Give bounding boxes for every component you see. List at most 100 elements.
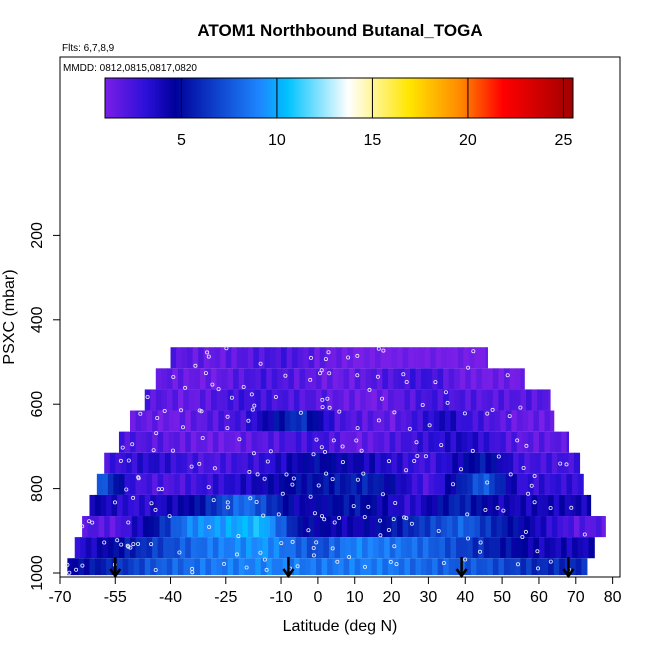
heatmap-cell: [540, 452, 547, 474]
heatmap-cell: [247, 516, 255, 538]
heatmap-cell: [433, 473, 441, 495]
heatmap-cell: [297, 452, 304, 474]
heatmap-cell: [522, 537, 529, 559]
heatmap-cell: [443, 494, 450, 517]
heatmap-cell: [323, 473, 330, 495]
sample-point: [126, 458, 131, 463]
heatmap-cell: [95, 558, 102, 576]
heatmap-cell: [496, 516, 503, 538]
heatmap-cell: [305, 368, 312, 390]
heatmap-cell: [533, 410, 540, 432]
heatmap-cell: [207, 410, 214, 432]
heatmap-cell: [564, 494, 571, 517]
heatmap-cell: [198, 452, 205, 474]
heatmap-cell: [216, 558, 223, 576]
sample-point: [346, 355, 351, 360]
heatmap-cell: [227, 558, 234, 576]
sample-point: [225, 414, 230, 419]
heatmap-cell: [111, 494, 118, 517]
heatmap-cell: [551, 516, 558, 538]
heatmap-cell: [476, 368, 483, 390]
heatmap-cell: [229, 410, 236, 432]
heatmap-cell: [516, 410, 523, 432]
heatmap-cell: [542, 494, 549, 517]
sample-point: [462, 411, 467, 416]
sample-point: [90, 520, 95, 525]
heatmap-cell: [238, 389, 245, 411]
sample-point: [130, 442, 135, 447]
sample-point: [548, 559, 553, 564]
heatmap-cell: [352, 516, 360, 538]
sample-point: [311, 553, 316, 558]
heatmap-cell: [494, 410, 501, 432]
heatmap-cell: [310, 558, 317, 576]
heatmap-cell: [258, 516, 266, 538]
heatmap-cell: [340, 537, 347, 559]
sample-point: [180, 425, 185, 430]
heatmap-cell: [316, 368, 323, 390]
sample-point: [319, 368, 324, 373]
heatmap-cell: [380, 516, 387, 538]
heatmap-cell: [527, 410, 535, 432]
heatmap-cell: [153, 452, 161, 474]
heatmap-cell: [266, 494, 273, 517]
heatmap-cell: [386, 452, 393, 474]
sample-point: [319, 514, 324, 519]
heatmap-cell: [268, 410, 275, 432]
heatmap-cell: [314, 452, 321, 474]
heatmap-cell: [550, 410, 555, 432]
sample-point: [320, 405, 325, 410]
heatmap-cell: [200, 494, 207, 517]
sample-point: [477, 549, 482, 554]
heatmap-cell: [522, 410, 529, 432]
heatmap-cell: [332, 494, 339, 517]
heatmap-cell: [424, 452, 431, 474]
heatmap-cell: [358, 452, 365, 474]
heatmap-cell: [445, 537, 452, 559]
heatmap-cell: [80, 537, 87, 559]
heatmap-cell: [424, 347, 431, 369]
heatmap-cell: [181, 452, 188, 474]
heatmap-cell: [393, 494, 400, 517]
heatmap-cell: [459, 494, 466, 517]
heatmap-cell: [461, 410, 468, 432]
sample-point: [375, 374, 380, 379]
sample-point: [355, 373, 360, 378]
sample-point: [327, 405, 332, 410]
heatmap-cell: [203, 347, 210, 369]
heatmap-cell: [422, 473, 430, 495]
heatmap-cell: [198, 347, 205, 369]
heatmap-cell: [354, 558, 361, 576]
colorbar: 5 10 15 20 25: [104, 77, 574, 149]
heatmap-cell: [231, 347, 238, 369]
sample-point: [535, 549, 540, 554]
heatmap-cell: [179, 537, 186, 559]
heatmap-cell: [391, 516, 398, 538]
flight-marker-head: [109, 568, 122, 579]
heatmap-cell: [465, 494, 472, 517]
sample-point: [564, 462, 569, 467]
sample-point: [80, 563, 85, 568]
sample-point: [340, 444, 345, 449]
heatmap-cell: [270, 452, 277, 474]
heatmap-cell: [249, 558, 256, 576]
heatmap-cell: [430, 516, 437, 538]
heatmap-cell: [137, 516, 144, 538]
heatmap-cell: [229, 473, 236, 495]
heatmap-cell: [454, 558, 461, 576]
sample-point: [319, 445, 324, 450]
heatmap-cell: [152, 410, 159, 432]
heatmap-cell: [258, 347, 266, 369]
sample-point: [193, 363, 198, 368]
sample-point: [290, 539, 295, 544]
heatmap-cell: [341, 347, 348, 369]
heatmap-cell: [216, 389, 223, 411]
sample-point: [347, 555, 352, 560]
sample-point: [322, 517, 327, 522]
sample-point: [314, 437, 319, 442]
heatmap-cell: [332, 368, 339, 390]
heatmap-cell: [242, 452, 249, 474]
heatmap-cell: [550, 473, 557, 495]
heatmap-cell: [428, 473, 435, 495]
heatmap-cell: [538, 410, 546, 432]
